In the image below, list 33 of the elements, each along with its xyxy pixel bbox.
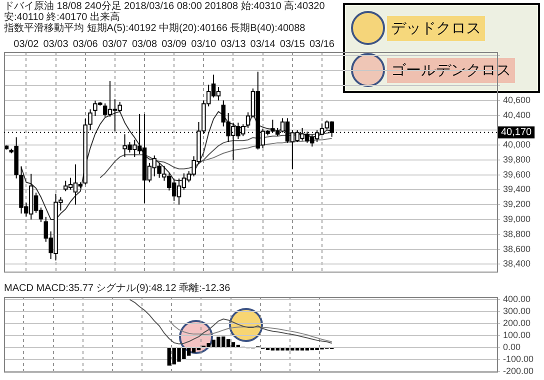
y-tick-label: 300.00 xyxy=(503,306,531,316)
y-tick-label: 38,800 xyxy=(503,228,531,239)
x-tick-label: 03/08 xyxy=(132,38,158,50)
x-tick-label: 03/16 xyxy=(309,38,335,50)
x-tick-label: 03/10 xyxy=(191,38,217,50)
y-tick-label: -100.00 xyxy=(503,354,534,364)
y-tick-label: 39,800 xyxy=(503,154,531,164)
ref-line-label: 40,170 xyxy=(501,127,532,138)
y-tick-label: 100.00 xyxy=(503,330,531,340)
y-tick-label: 39,400 xyxy=(503,184,531,194)
x-tick-label: 03/15 xyxy=(280,38,306,50)
chart-title: MACD MACD:35.77 シグナル(9):48.12 乖離:-12.36 xyxy=(4,282,231,294)
y-tick-label: 40,000 xyxy=(503,140,531,150)
y-tick-label: 39,000 xyxy=(503,214,531,224)
y-tick-label: 400.00 xyxy=(503,294,531,304)
x-tick-label: 03/06 xyxy=(72,38,98,50)
y-tick-label: 40,600 xyxy=(503,94,531,105)
y-tick-label: -200.00 xyxy=(503,366,534,376)
x-tick-label: 03/14 xyxy=(250,38,276,50)
y-tick-label: 40,400 xyxy=(503,110,531,120)
x-tick-label: 03/03 xyxy=(43,38,69,50)
x-tick-label: 03/02 xyxy=(14,38,40,50)
y-tick-label: 0.00 xyxy=(503,342,521,352)
x-tick-label: 03/09 xyxy=(162,38,188,50)
y-tick-label: 38,400 xyxy=(503,258,531,269)
y-tick-label: 200.00 xyxy=(503,318,531,328)
y-tick-label: 39,600 xyxy=(503,169,531,180)
chart-subtitle: 指数平滑移動平均 短期A(5):40192 中期(20):40166 長期B(40):40088 xyxy=(4,23,306,34)
x-tick-label: 03/13 xyxy=(220,38,246,50)
x-tick-label: 03/07 xyxy=(102,38,128,50)
y-tick-label: 39,200 xyxy=(503,199,531,210)
chart-title: ドバイ原油 18/08 240分足 2018/03/16 08:00 201808 始:40310 高:40320 安:40110 終:40170 出来高 xyxy=(4,1,326,23)
y-tick-label: 38,600 xyxy=(503,244,531,254)
